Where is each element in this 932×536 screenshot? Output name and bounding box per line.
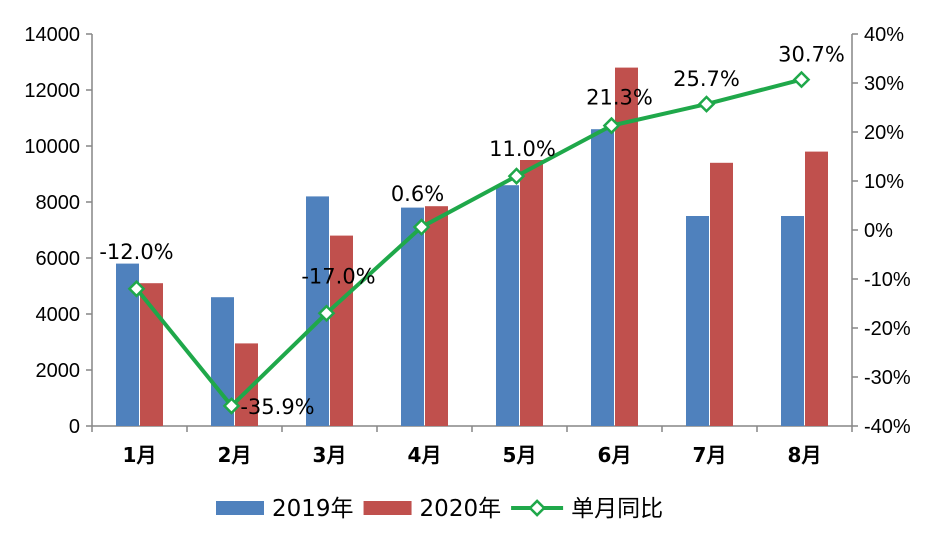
legend-diamond-icon <box>528 499 546 517</box>
yoy-line-layer <box>127 70 811 415</box>
right-tick-label: -40% <box>864 416 911 438</box>
bar-2019年 <box>116 263 139 426</box>
yoy-marker <box>317 304 336 323</box>
bar-2020年 <box>425 206 448 426</box>
legend: 2019年 2020年 单月同比 <box>216 496 663 522</box>
bar-2019年 <box>496 185 519 426</box>
bar-2019年 <box>591 129 614 426</box>
bar-2020年 <box>140 283 163 426</box>
left-tick-label: 6000 <box>36 248 81 270</box>
bar-2020年 <box>520 160 543 426</box>
x-tick-label: 4月 <box>408 443 442 467</box>
left-tick-label: 8000 <box>36 192 81 214</box>
yoy-marker <box>697 95 716 113</box>
left-tick-label: 2000 <box>36 360 81 382</box>
right-tick-label: 40% <box>864 24 904 46</box>
bar-2019年 <box>306 196 329 426</box>
bar-2020年 <box>805 151 828 426</box>
x-tick-label: 1月 <box>123 443 157 467</box>
right-tick-label: 10% <box>864 171 904 193</box>
yoy-marker <box>507 167 526 185</box>
bar-2019年 <box>211 297 234 426</box>
x-tick-label: 8月 <box>788 443 822 467</box>
x-tick-label: 6月 <box>598 443 632 467</box>
x-tick-label: 2月 <box>218 443 252 467</box>
yoy-data-label: 21.3% <box>586 86 653 110</box>
left-tick-label: 14000 <box>24 24 80 46</box>
yoy-line <box>134 77 802 408</box>
left-tick-label: 10000 <box>24 136 80 158</box>
left-tick-label: 12000 <box>24 80 80 102</box>
legend-label: 2019年 <box>272 496 354 522</box>
right-tick-label: -10% <box>864 269 911 291</box>
bar-2020年 <box>615 67 638 426</box>
axes: 0 2000 4000 6000 8000 10000 12000 14000 -40% -30%… <box>24 24 911 467</box>
left-tick-label: 4000 <box>36 304 81 326</box>
right-tick-label: 30% <box>864 73 904 95</box>
yoy-data-label: -35.9% <box>240 395 314 419</box>
x-tick-label: 5月 <box>503 443 537 467</box>
yoy-marker <box>602 116 621 135</box>
legend-label: 2020年 <box>420 496 502 522</box>
yoy-marker <box>127 279 146 298</box>
yoy-data-label: 0.6% <box>391 182 444 206</box>
x-tick-label: 3月 <box>313 443 347 467</box>
yoy-data-label: 30.7% <box>778 43 845 67</box>
yoy-data-label: 11.0% <box>489 137 556 161</box>
bar-2020年 <box>710 162 733 427</box>
yoy-marker <box>222 397 241 415</box>
left-tick-label: 0 <box>69 416 80 438</box>
x-tick-label: 7月 <box>693 443 727 467</box>
right-tick-label: -20% <box>864 318 911 340</box>
bars <box>116 67 828 427</box>
right-tick-label: -30% <box>864 367 911 389</box>
bar-2020年 <box>235 343 258 426</box>
yoy-data-label: -17.0% <box>301 264 375 288</box>
right-tick-label: 0% <box>864 220 893 242</box>
legend-swatch-2019年 <box>216 501 264 515</box>
legend-swatch-2020年 <box>363 501 412 515</box>
bar-2019年 <box>686 216 709 426</box>
yoy-marker <box>792 70 811 89</box>
bar-2019年 <box>401 207 424 426</box>
right-tick-label: 20% <box>864 122 904 144</box>
data-labels: -12.0% -35.9% -17.0% 0.6% 11.0% 21.3% 25.7% 30.… <box>99 43 845 419</box>
yoy-marker <box>412 218 431 236</box>
bar-2020年 <box>330 235 353 426</box>
yoy-data-label: -12.0% <box>99 240 173 264</box>
yoy-data-label: 25.7% <box>673 67 740 91</box>
legend-label: 单月同比 <box>571 496 663 522</box>
bar-2019年 <box>781 216 804 426</box>
